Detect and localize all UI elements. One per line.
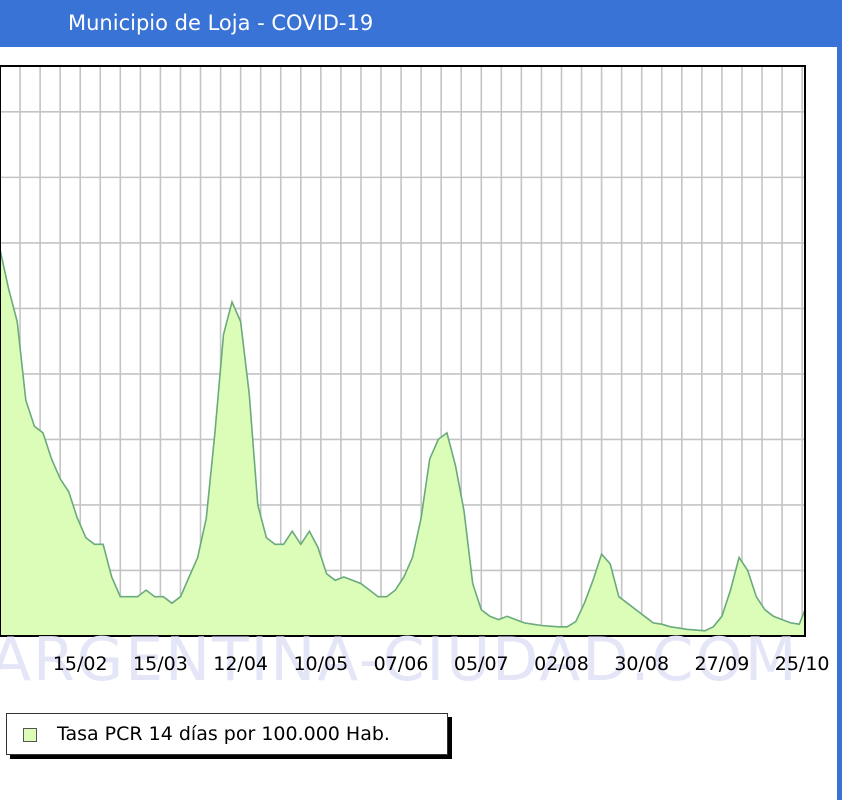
- x-tick-label: 15/03: [133, 653, 188, 675]
- title-bar: Municipio de Loja - COVID-19: [0, 0, 842, 47]
- window-title: Municipio de Loja - COVID-19: [68, 11, 374, 35]
- legend-label: Tasa PCR 14 días por 100.000 Hab.: [57, 723, 390, 745]
- plot-area: [0, 66, 805, 636]
- plot-frame: [0, 65, 806, 637]
- x-tick-label: 05/07: [453, 653, 509, 675]
- x-tick-label: 12/04: [213, 653, 269, 675]
- x-tick-label: 15/02: [52, 653, 108, 675]
- x-tick-label: 30/08: [614, 653, 670, 675]
- series-area: [0, 249, 805, 636]
- x-tick-label: 27/09: [694, 653, 750, 675]
- legend-swatch: [23, 728, 37, 742]
- legend: Tasa PCR 14 días por 100.000 Hab.: [6, 713, 448, 755]
- right-border: [837, 47, 842, 800]
- series-line: [0, 249, 806, 632]
- x-tick-label: 02/08: [534, 653, 589, 675]
- x-tick-label: 10/05: [293, 653, 349, 675]
- x-tick-label: 07/06: [373, 653, 429, 675]
- watermark: ARGENTINA-CIUDAD.COM: [0, 625, 799, 695]
- x-tick-label: 25/10: [774, 653, 830, 675]
